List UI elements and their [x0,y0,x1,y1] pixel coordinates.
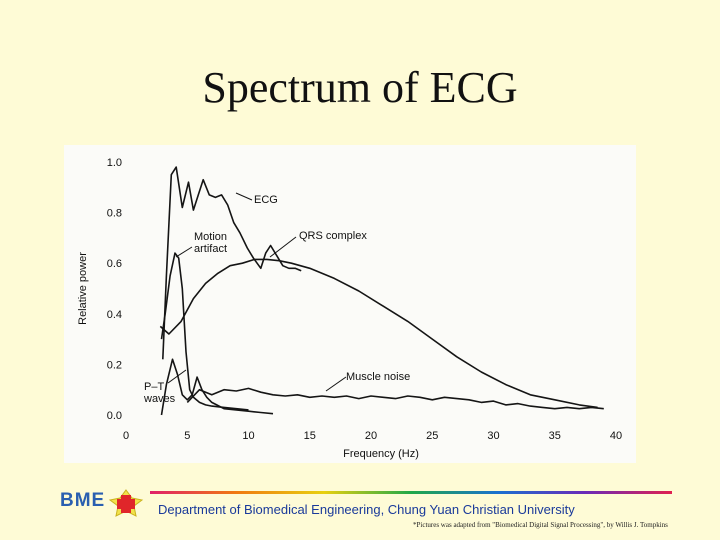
muscle-noise-label: Muscle noise [346,371,410,383]
leader-line [235,192,253,201]
qrs-complex-label: QRS complex [299,230,367,242]
bme-logo: BME [60,486,160,520]
spectrum-chart: 0.0 0.2 0.4 0.6 0.8 1.0 0 5 10 15 20 25 30 35 40 Freque… [77,157,622,460]
pt-waves-label-part: waves [143,393,176,405]
x-tick-label: 15 [304,430,316,442]
x-axis-label: Frequency (Hz) [343,448,419,460]
leader-line [269,236,297,258]
x-tick-label: 5 [184,430,190,442]
y-tick-label: 0.6 [107,258,122,270]
y-tick-label: 1.0 [107,157,122,169]
x-tick-label: 35 [549,430,561,442]
leader-line [167,369,187,384]
y-tick-label: 0.8 [107,208,122,220]
x-tick-label: 10 [242,430,254,442]
x-tick-label: 30 [487,430,499,442]
leader-line [325,376,347,392]
pt-waves-label-part: P–T [144,381,164,393]
motion-artifact-label: Motion artifact [194,231,227,255]
y-tick-label: 0.2 [107,359,122,371]
y-axis-label: Relative power [77,252,89,325]
x-tick-label: 20 [365,430,377,442]
ecg-line [162,166,302,360]
pt-waves-line [160,358,274,416]
x-tick-label: 0 [123,430,129,442]
leader-line [175,246,193,258]
motion-artifact-label-part: artifact [194,243,227,255]
muscle-noise-line [186,387,604,410]
chart-axes: 0.0 0.2 0.4 0.6 0.8 1.0 0 5 10 15 20 25 30 35 40 Freque… [77,157,622,460]
slide-title: Spectrum of ECG [202,63,518,112]
y-tick-label: 0.4 [107,309,122,321]
credit-text: *Pictures was adapted from "Biomedical D… [413,521,668,529]
logo-cross-icon [108,489,144,517]
motion-artifact-line [160,252,249,411]
pt-waves-label: P–T waves [143,381,176,405]
department-text: Department of Biomedical Engineering, Ch… [158,502,575,517]
qrs-complex-line [159,258,598,409]
x-tick-label: 40 [610,430,622,442]
ecg-label: ECG [254,194,278,206]
chart-panel: 0.0 0.2 0.4 0.6 0.8 1.0 0 5 10 15 20 25 30 35 40 Freque… [64,145,636,463]
motion-artifact-label-part: Motion [194,231,227,243]
footer-divider [150,491,672,494]
y-tick-label: 0.0 [107,410,122,422]
logo-text: BME [60,490,106,511]
x-tick-label: 25 [426,430,438,442]
chart-series [159,166,604,416]
chart-labels: ECG QRS complex Motion artifact P–T waves Musc… [143,192,410,405]
